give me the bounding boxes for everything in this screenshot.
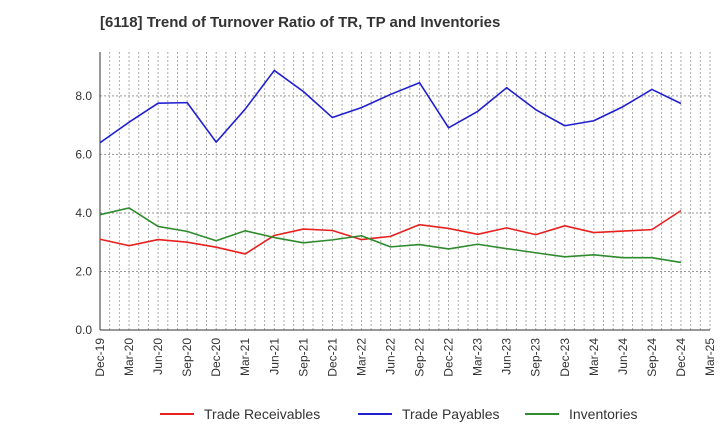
x-tick-label: Dec-19 <box>93 338 107 377</box>
legend-label-inventories: Inventories <box>569 406 637 422</box>
x-tick-label: Dec-20 <box>209 338 223 377</box>
y-tick-label: 4.0 <box>75 206 92 220</box>
series-line-inventories <box>99 207 682 264</box>
x-tick-label: Dec-22 <box>442 338 456 377</box>
x-tick-label: Mar-24 <box>587 338 601 376</box>
x-tick-label: Sep-21 <box>296 338 310 377</box>
series-lines <box>99 69 682 264</box>
x-tick-label: Jun-24 <box>616 338 630 375</box>
legend-label-trade-payables: Trade Payables <box>402 406 500 422</box>
grid-lines <box>99 52 711 331</box>
x-tick-label: Sep-23 <box>529 338 543 377</box>
x-tick-label: Sep-24 <box>645 338 659 377</box>
x-tick-label: Mar-21 <box>238 338 252 376</box>
y-tick-label: 2.0 <box>75 264 92 278</box>
x-tick-label: Dec-24 <box>674 338 688 377</box>
x-tick-label: Mar-20 <box>122 338 136 376</box>
x-tick-label: Dec-21 <box>325 338 339 377</box>
series-line-trade-receivables <box>99 209 682 255</box>
x-tick-label: Jun-20 <box>151 338 165 375</box>
x-tick-label: Jun-23 <box>500 338 514 375</box>
x-tick-label: Mar-22 <box>354 338 368 376</box>
x-tick-label: Sep-22 <box>413 338 427 377</box>
legend-label-trade-receivables: Trade Receivables <box>204 406 320 422</box>
x-tick-label: Jun-22 <box>383 338 397 375</box>
x-tick-label: Dec-23 <box>558 338 572 377</box>
x-tick-label: Mar-25 <box>703 338 717 376</box>
legend: Trade Receivables Trade Payables Inventori… <box>160 406 637 422</box>
x-tick-label: Mar-23 <box>471 338 485 376</box>
x-tick-label: Sep-20 <box>180 338 194 377</box>
axes: 0.0 2.0 4.0 6.0 8.0 Dec-19 Mar-20 Jun-20 Sep-20 D… <box>75 52 717 377</box>
y-tick-label: 8.0 <box>75 89 92 103</box>
y-tick-label: 0.0 <box>75 323 92 337</box>
series-line-trade-payables <box>99 69 682 144</box>
y-tick-label: 6.0 <box>75 147 92 161</box>
x-tick-label: Jun-21 <box>267 338 281 375</box>
chart-title: [6118] Trend of Turnover Ratio of TR, TP… <box>100 14 501 31</box>
